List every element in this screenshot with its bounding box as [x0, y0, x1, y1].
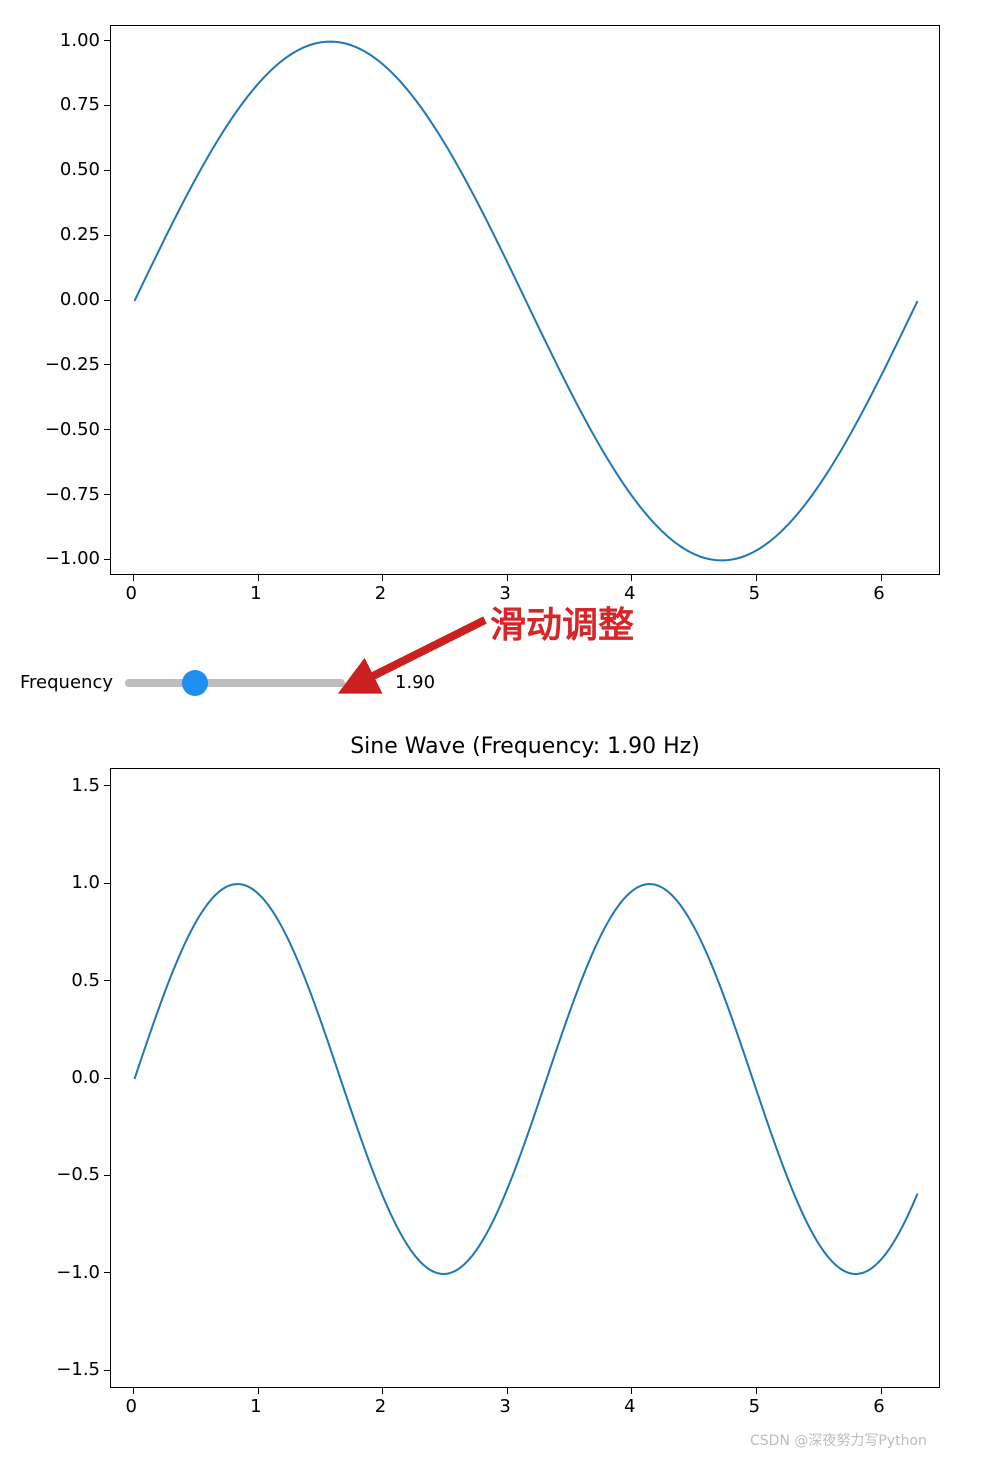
sine-chart-bottom — [110, 768, 940, 1388]
y-tick — [104, 1175, 110, 1176]
y-tick-label: −0.5 — [56, 1164, 100, 1185]
x-tick — [507, 1388, 508, 1394]
annotation-text: 滑动调整 — [490, 596, 634, 648]
x-tick-label: 5 — [749, 1396, 760, 1417]
x-tick-label: 2 — [375, 1396, 386, 1417]
x-tick — [382, 1388, 383, 1394]
y-tick — [104, 785, 110, 786]
y-tick-label: −1.0 — [56, 1262, 100, 1283]
x-tick-label: 0 — [125, 1396, 136, 1417]
y-tick-label: 1.0 — [71, 872, 100, 893]
x-tick-label: 1 — [250, 1396, 261, 1417]
y-tick — [104, 1370, 110, 1371]
x-tick-label: 4 — [624, 1396, 635, 1417]
y-tick-label: 0.0 — [71, 1067, 100, 1088]
watermark-text: CSDN @深夜努力写Python — [750, 1430, 927, 1450]
x-tick — [756, 1388, 757, 1394]
x-tick-label: 6 — [873, 1396, 884, 1417]
y-tick-label: 1.5 — [71, 775, 100, 796]
x-tick — [258, 1388, 259, 1394]
y-tick — [104, 980, 110, 981]
x-tick — [133, 1388, 134, 1394]
x-tick-label: 3 — [499, 1396, 510, 1417]
y-tick — [104, 1272, 110, 1273]
x-tick — [631, 1388, 632, 1394]
y-tick-label: −1.5 — [56, 1359, 100, 1380]
sine-curve-bottom — [111, 769, 939, 1387]
x-tick — [881, 1388, 882, 1394]
y-tick — [104, 1078, 110, 1079]
sine-chart-bottom-title: Sine Wave (Frequency: 1.90 Hz) — [110, 734, 940, 759]
y-tick — [104, 883, 110, 884]
y-tick-label: 0.5 — [71, 970, 100, 991]
